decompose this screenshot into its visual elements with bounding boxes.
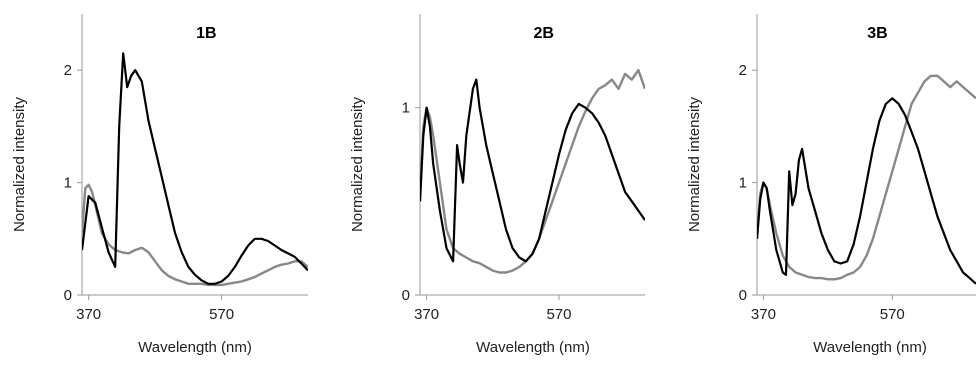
y-axis-label: Normalized intensity [349,96,366,232]
y-tick-label: 1 [402,100,410,117]
x-ticks: 370 570 [76,295,234,323]
panel-2B: 2B Normalized intensity Wavelength (nm) … [349,14,645,356]
y-tick-label: 1 [739,175,747,192]
x-axis-label: Wavelength (nm) [476,339,590,356]
y-tick-label: 0 [64,287,72,304]
x-tick-label: 570 [546,306,571,323]
y-ticks: 0 1 2 [739,62,757,304]
series-group [82,52,308,287]
series-line-black [757,97,976,285]
series-line-gray [757,74,976,281]
x-ticks: 370 570 [751,295,905,323]
panel-3B: 3B Normalized intensity Wavelength (nm) … [686,14,976,356]
x-tick-label: 370 [751,306,776,323]
x-tick-label: 570 [880,306,905,323]
series-group [757,74,976,285]
y-axis-label: Normalized intensity [686,96,703,232]
y-tick-label: 0 [402,287,410,304]
panel-1B: 1B Normalized intensity Wavelength (nm) … [11,14,308,356]
x-tick-label: 370 [414,306,439,323]
panel-title: 1B [196,25,216,42]
x-tick-label: 570 [209,306,234,323]
y-ticks: 01 [402,100,420,304]
x-tick-label: 370 [76,306,101,323]
series-group [420,69,645,274]
x-ticks: 370 570 [414,295,571,323]
y-ticks: 0 1 2 [64,62,82,304]
x-axis-label: Wavelength (nm) [138,339,252,356]
y-axis-label: Normalized intensity [11,96,28,232]
y-tick-label: 0 [739,287,747,304]
y-tick-label: 2 [739,62,747,79]
panel-title: 2B [534,25,554,42]
x-axis-label: Wavelength (nm) [813,339,927,356]
panel-title: 3B [867,25,887,42]
y-tick-label: 1 [64,175,72,192]
series-line-black [420,78,645,263]
series-line-gray [82,183,308,287]
series-line-black [82,52,308,285]
y-tick-label: 2 [64,62,72,79]
